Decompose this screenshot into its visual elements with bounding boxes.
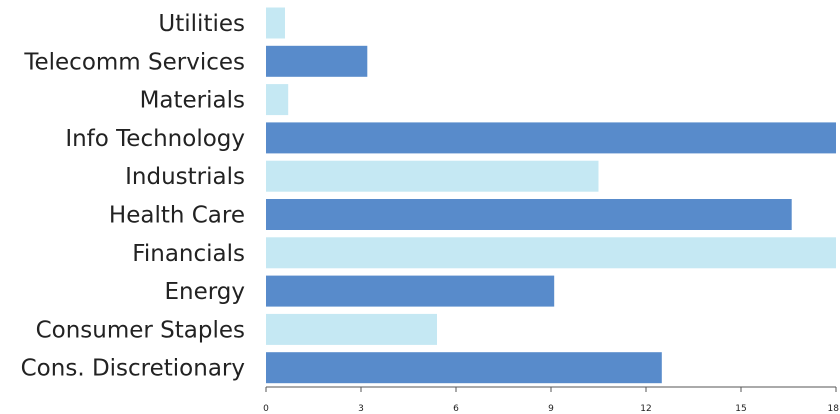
category-label: Consumer Staples — [36, 317, 245, 343]
category-label: Financials — [132, 241, 245, 267]
tick-label: 3 — [358, 404, 364, 414]
bars-group — [266, 7, 836, 384]
category-label: Energy — [164, 279, 245, 305]
tick-label: 6 — [453, 404, 459, 414]
bar — [266, 45, 368, 77]
category-label: Health Care — [109, 203, 245, 229]
tick-label: 18 — [828, 404, 840, 414]
category-labels: Utilities Telecomm Services Materials Info … — [21, 11, 245, 382]
bar — [266, 199, 792, 230]
category-label: Materials — [140, 88, 245, 114]
category-label: Info Technology — [65, 126, 245, 152]
bar — [266, 352, 662, 384]
tick-label: 0 — [263, 404, 269, 414]
bar — [266, 122, 836, 154]
category-label: Industrials — [125, 164, 245, 190]
category-label: Telecomm Services — [23, 49, 245, 75]
x-axis-ticks: 0 3 6 9 12 15 18 — [263, 387, 839, 414]
bar — [266, 275, 555, 307]
tick-label: 9 — [548, 404, 554, 414]
tick-label: 15 — [735, 404, 746, 414]
bar — [266, 160, 599, 192]
bar — [266, 237, 836, 269]
bar — [266, 313, 437, 345]
tick-label: 12 — [640, 404, 651, 414]
bar — [266, 84, 289, 116]
bar — [266, 7, 285, 39]
category-label: Utilities — [158, 11, 245, 37]
category-label: Cons. Discretionary — [21, 356, 245, 382]
